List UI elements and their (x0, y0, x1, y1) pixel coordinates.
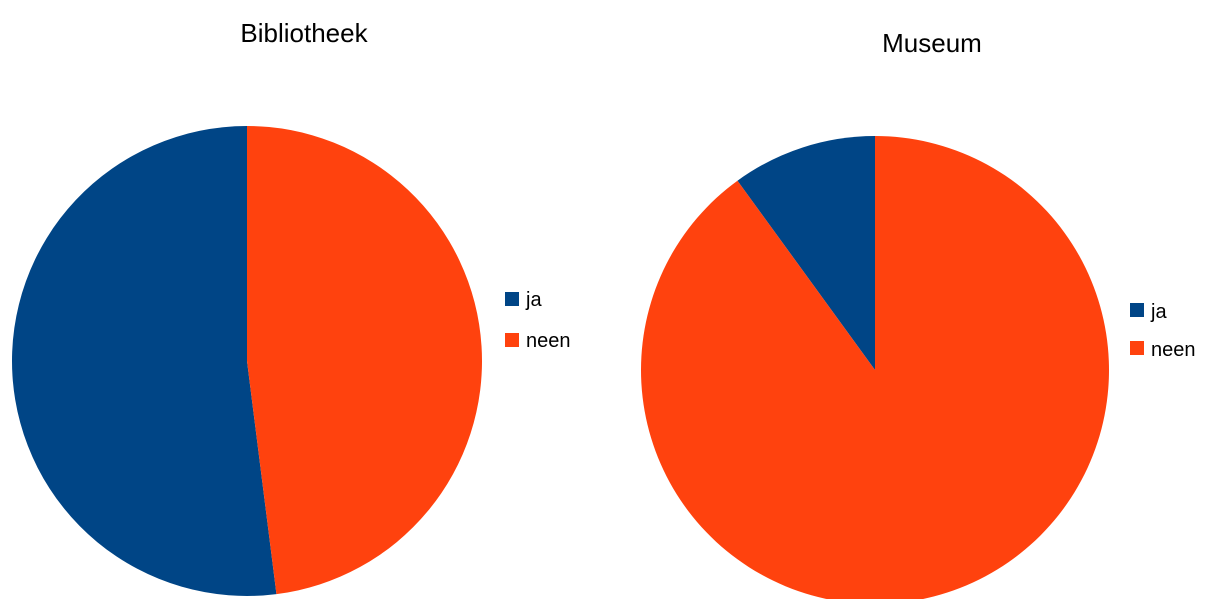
legend-label-ja: ja (525, 289, 542, 311)
legend-swatch-ja (505, 292, 519, 306)
legend-label-neen: neen (1151, 339, 1196, 361)
pie-slice-neen (641, 136, 1109, 599)
legend-swatch-ja (1130, 303, 1144, 317)
pie-bibliotheek (12, 126, 483, 596)
chart-title-bibliotheek: Bibliotheek (240, 18, 368, 48)
legend-museum: ja neen (1130, 301, 1196, 361)
pie-slice-neen (247, 126, 483, 595)
legend-swatch-neen (505, 333, 519, 347)
chart-bibliotheek: Bibliotheek ja neen (12, 18, 571, 596)
legend-bibliotheek: ja neen (505, 289, 571, 352)
legend-label-ja: ja (1150, 301, 1167, 323)
legend-label-neen: neen (526, 330, 571, 352)
pie-slice-ja (12, 126, 277, 596)
chart-title-museum: Museum (882, 28, 982, 58)
legend-swatch-neen (1130, 341, 1144, 355)
chart-museum: Museum ja neen (641, 28, 1196, 599)
pie-slice-ja (737, 136, 875, 370)
pie-museum (641, 136, 1109, 599)
